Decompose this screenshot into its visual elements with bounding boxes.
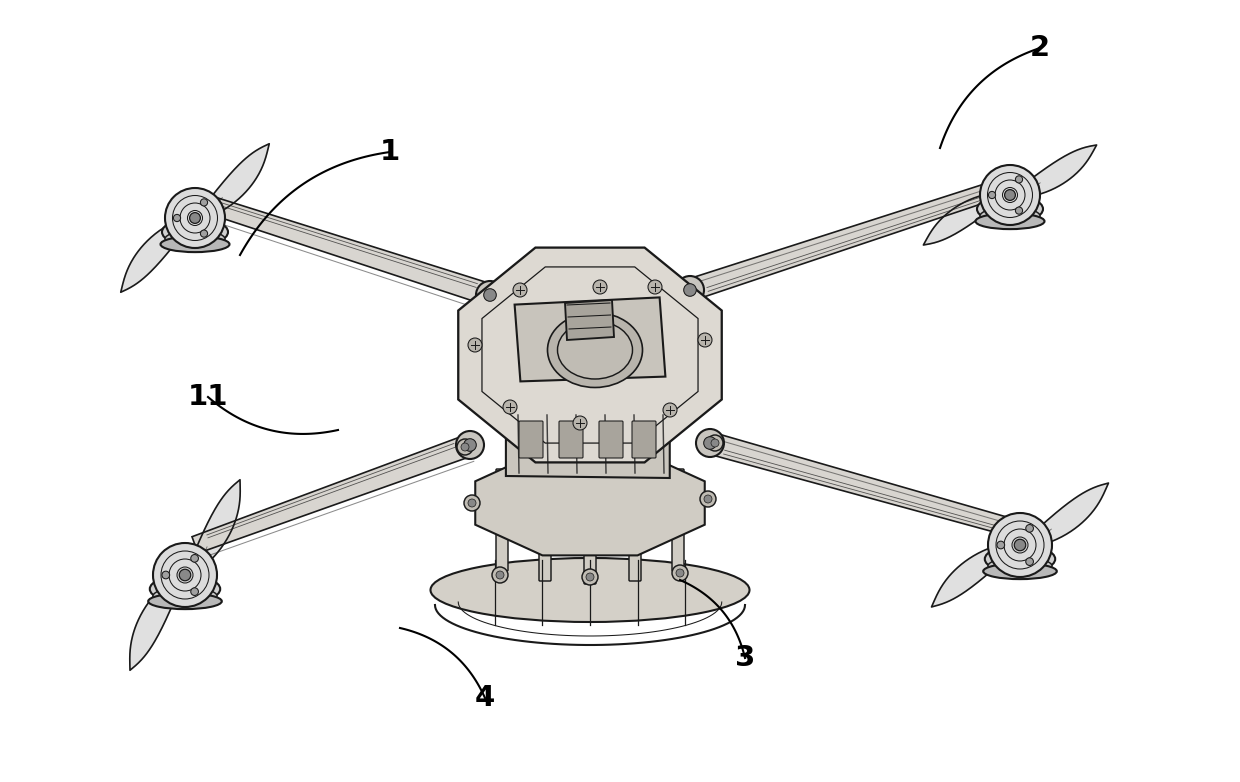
Polygon shape [924, 193, 1011, 245]
Circle shape [676, 569, 684, 577]
Circle shape [672, 565, 688, 581]
Ellipse shape [558, 321, 632, 379]
Circle shape [467, 499, 476, 507]
Circle shape [464, 495, 480, 511]
Circle shape [162, 571, 170, 579]
Circle shape [698, 333, 712, 347]
Polygon shape [515, 297, 666, 382]
Polygon shape [506, 408, 670, 478]
Circle shape [696, 429, 724, 457]
Circle shape [191, 554, 198, 562]
Circle shape [988, 192, 996, 199]
Polygon shape [459, 248, 722, 462]
Circle shape [988, 513, 1052, 577]
FancyBboxPatch shape [584, 482, 596, 584]
Circle shape [1016, 176, 1023, 183]
Ellipse shape [430, 558, 749, 622]
Ellipse shape [983, 563, 1056, 579]
Circle shape [165, 188, 224, 248]
Circle shape [476, 281, 503, 309]
Ellipse shape [153, 587, 217, 604]
Ellipse shape [985, 545, 1055, 573]
Circle shape [711, 439, 719, 447]
FancyBboxPatch shape [539, 479, 551, 581]
Circle shape [997, 541, 1004, 549]
Circle shape [593, 280, 608, 294]
Circle shape [201, 230, 207, 237]
Circle shape [484, 289, 496, 301]
Text: 4: 4 [475, 684, 495, 712]
Polygon shape [1011, 145, 1096, 197]
Circle shape [573, 416, 587, 430]
Circle shape [1025, 525, 1033, 533]
Circle shape [587, 573, 594, 581]
Ellipse shape [548, 313, 642, 388]
FancyBboxPatch shape [496, 469, 508, 571]
Circle shape [1014, 540, 1025, 551]
Circle shape [1016, 207, 1023, 214]
Polygon shape [1021, 483, 1109, 547]
Circle shape [456, 431, 484, 459]
Polygon shape [931, 543, 1021, 607]
Ellipse shape [976, 213, 1044, 229]
Circle shape [153, 543, 217, 607]
Polygon shape [185, 479, 241, 575]
Circle shape [980, 165, 1040, 225]
Polygon shape [195, 144, 269, 219]
Circle shape [704, 436, 717, 450]
Circle shape [503, 400, 517, 414]
Text: 3: 3 [735, 644, 755, 672]
Ellipse shape [165, 230, 224, 248]
Text: 2: 2 [1030, 34, 1050, 62]
FancyBboxPatch shape [672, 469, 684, 571]
Polygon shape [192, 435, 474, 554]
Circle shape [701, 491, 715, 507]
Ellipse shape [162, 218, 228, 246]
FancyBboxPatch shape [629, 479, 641, 581]
FancyBboxPatch shape [599, 421, 622, 458]
Circle shape [174, 214, 181, 221]
Circle shape [707, 435, 723, 451]
Circle shape [458, 439, 472, 455]
Circle shape [467, 338, 482, 352]
Circle shape [704, 495, 712, 503]
Circle shape [676, 276, 704, 304]
Circle shape [649, 280, 662, 294]
Text: 11: 11 [187, 383, 228, 411]
Circle shape [496, 571, 503, 579]
Circle shape [1025, 558, 1033, 565]
Ellipse shape [988, 558, 1052, 575]
Ellipse shape [149, 594, 222, 609]
Ellipse shape [150, 575, 221, 603]
Polygon shape [707, 432, 1022, 539]
Polygon shape [475, 450, 704, 555]
Circle shape [663, 403, 677, 417]
Polygon shape [192, 192, 494, 306]
Polygon shape [120, 217, 195, 292]
FancyBboxPatch shape [559, 421, 583, 458]
FancyBboxPatch shape [632, 421, 656, 458]
FancyBboxPatch shape [520, 421, 543, 458]
Polygon shape [565, 300, 614, 340]
Ellipse shape [160, 236, 229, 252]
Polygon shape [687, 177, 1013, 300]
Circle shape [513, 283, 527, 297]
Circle shape [461, 443, 469, 451]
Circle shape [582, 569, 598, 585]
Circle shape [191, 588, 198, 595]
Polygon shape [130, 575, 185, 670]
Text: 1: 1 [379, 138, 401, 166]
Circle shape [683, 284, 697, 296]
Ellipse shape [977, 195, 1043, 223]
Circle shape [492, 567, 508, 583]
Circle shape [464, 439, 476, 451]
Ellipse shape [980, 207, 1040, 224]
Circle shape [180, 569, 191, 581]
Circle shape [201, 199, 207, 206]
Circle shape [190, 213, 201, 224]
Circle shape [1004, 189, 1016, 200]
